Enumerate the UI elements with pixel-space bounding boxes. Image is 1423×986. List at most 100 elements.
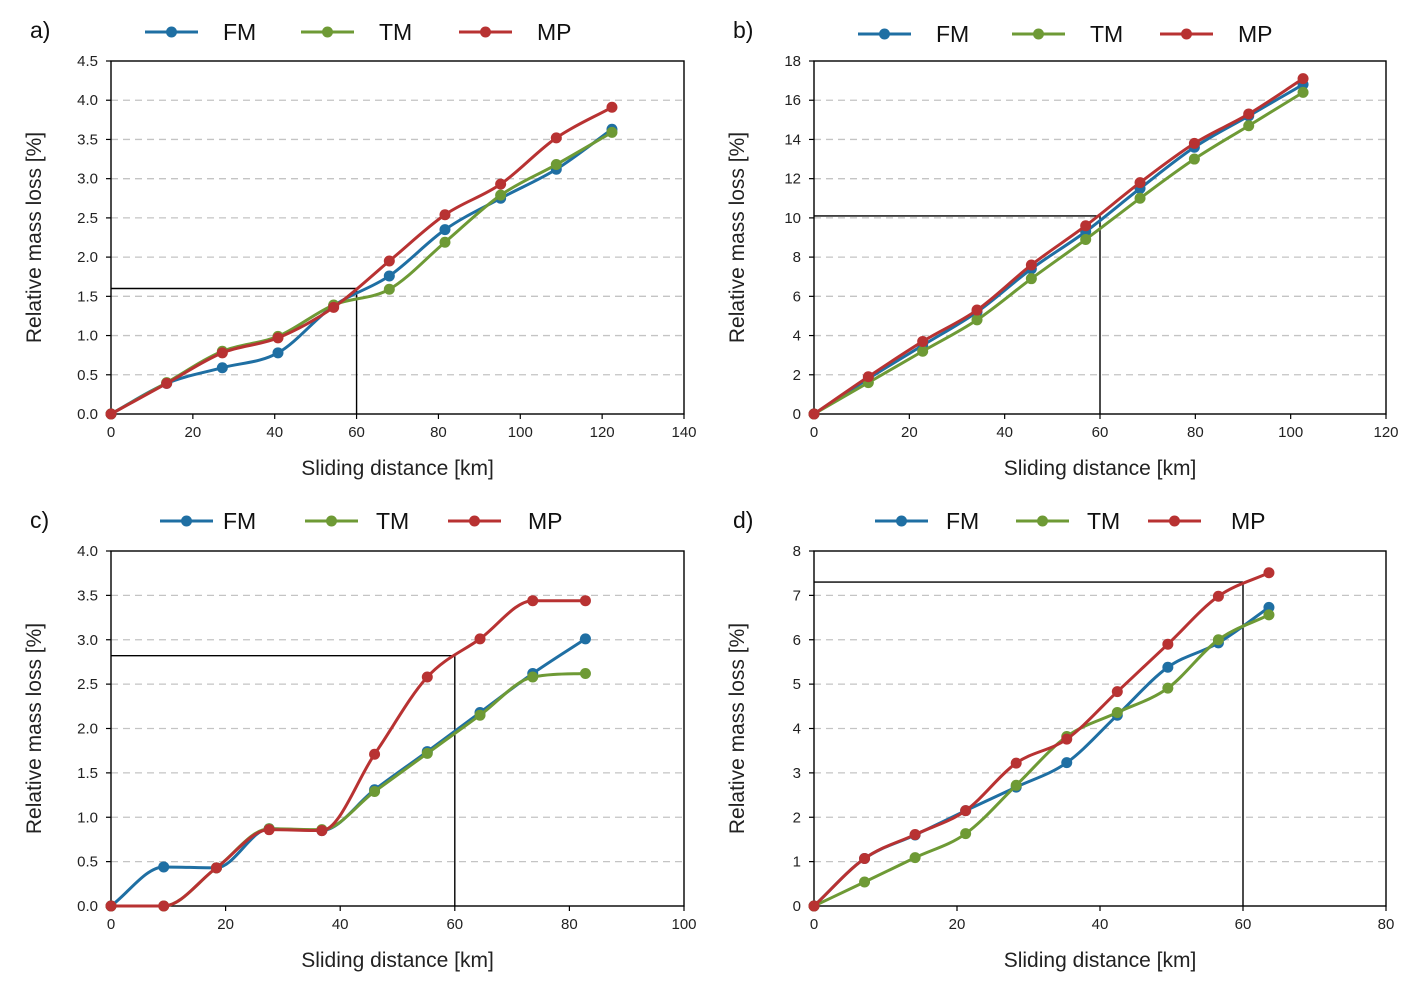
data-point-MP (960, 805, 972, 817)
x-tick-label: 20 (901, 424, 918, 441)
y-tick-label: 8 (793, 249, 801, 266)
data-point-TM (527, 671, 539, 683)
x-tick-label: 40 (1092, 916, 1109, 933)
y-tick-label: 10 (784, 210, 801, 227)
data-point-MP (859, 853, 871, 865)
series-line-TM (812, 613, 1271, 908)
series-line-FM (812, 83, 1305, 416)
series-TM (808, 86, 1309, 420)
x-tick-label: 20 (217, 916, 234, 933)
data-point-MP (1080, 220, 1092, 232)
y-tick-label: 14 (784, 131, 801, 148)
data-point-TM (1297, 86, 1309, 98)
y-tick-label: 6 (793, 288, 801, 305)
data-point-FM (1162, 661, 1174, 673)
x-axis-label: Sliding distance [km] (301, 457, 494, 480)
legend-marker-FM (879, 28, 890, 40)
y-tick-label: 3.5 (77, 587, 98, 604)
legend-label-MP: MP (1231, 508, 1266, 534)
y-tick-label: 7 (793, 587, 801, 604)
data-point-MP (1188, 137, 1200, 149)
data-point-MP (263, 824, 275, 836)
legend-marker-TM (1033, 28, 1044, 40)
data-point-TM (1134, 192, 1146, 204)
legend-label-MP: MP (1238, 21, 1273, 47)
legend: FM TM MP (160, 508, 563, 534)
y-tick-label: 0 (793, 406, 801, 423)
legend: FM TM MP (875, 508, 1266, 534)
data-point-FM (158, 861, 170, 873)
data-point-FM (1263, 601, 1275, 613)
data-point-TM (1212, 634, 1224, 646)
data-point-TM (1263, 609, 1275, 621)
legend-label-TM: TM (1090, 21, 1123, 47)
series-TM (808, 609, 1275, 912)
data-point-MP (1134, 177, 1146, 189)
data-point-TM (859, 876, 871, 888)
data-point-TM (971, 314, 983, 326)
data-point-MP (917, 335, 929, 347)
y-tick-label: 1.0 (77, 809, 98, 826)
data-point-MP (105, 900, 117, 912)
y-tick-label: 4.5 (77, 53, 98, 70)
data-point-MP (808, 408, 820, 420)
y-tick-label: 2.0 (77, 721, 98, 738)
data-point-TM (960, 828, 972, 840)
x-tick-label: 60 (1092, 424, 1109, 441)
data-point-MP (369, 748, 381, 760)
legend-label-TM: TM (376, 508, 409, 534)
x-tick-label: 20 (949, 916, 966, 933)
y-tick-label: 5 (793, 676, 801, 693)
y-tick-label: 4 (793, 721, 801, 738)
data-point-MP (1162, 638, 1174, 650)
data-point-TM (579, 667, 591, 679)
x-tick-label: 40 (266, 424, 283, 441)
data-point-FM (383, 270, 395, 282)
series-line-FM (109, 637, 587, 908)
legend: FM TM MP (145, 19, 572, 45)
legend-marker-TM (326, 515, 337, 527)
legend-marker-TM (1037, 515, 1048, 527)
panel-label: b) (733, 17, 753, 43)
data-point-TM (439, 236, 451, 248)
y-tick-label: 3 (793, 765, 801, 782)
data-point-TM (909, 852, 921, 864)
y-tick-label: 1 (793, 854, 801, 871)
data-point-MP (161, 377, 173, 389)
y-tick-label: 8 (793, 543, 801, 560)
data-point-MP (210, 862, 222, 874)
y-tick-label: 1.5 (77, 288, 98, 305)
x-tick-label: 40 (332, 916, 349, 933)
data-point-TM (369, 786, 381, 798)
data-point-FM (216, 362, 228, 374)
x-tick-label: 20 (185, 424, 202, 441)
panel-label: c) (30, 507, 49, 533)
x-tick-label: 120 (1373, 424, 1398, 441)
data-point-MP (474, 633, 486, 645)
y-tick-label: 2 (793, 809, 801, 826)
y-tick-label: 2.5 (77, 676, 98, 693)
x-tick-label: 0 (810, 916, 818, 933)
x-tick-label: 120 (590, 424, 615, 441)
data-point-MP (216, 347, 228, 359)
series-line-TM (109, 671, 587, 908)
data-point-TM (606, 126, 618, 138)
x-axis-label: Sliding distance [km] (1004, 949, 1197, 972)
data-point-MP (1061, 733, 1073, 745)
y-axis-label: Relative mass loss [%] (726, 623, 749, 834)
x-tick-label: 60 (446, 916, 463, 933)
x-tick-label: 0 (107, 916, 115, 933)
panel-d: 0 20 40 60 80 0 1 2 3 4 5 6 7 8 Sliding distance [km] R… (726, 507, 1394, 972)
x-tick-label: 100 (1278, 424, 1303, 441)
data-point-MP (105, 408, 117, 420)
y-tick-label: 4.0 (77, 543, 98, 560)
y-tick-label: 0 (793, 898, 801, 915)
x-tick-label: 100 (508, 424, 533, 441)
data-point-MP (808, 900, 820, 912)
legend-marker-TM (322, 26, 333, 38)
y-tick-label: 3.0 (77, 632, 98, 649)
series-line-MP (109, 599, 587, 908)
data-point-TM (550, 159, 562, 171)
legend-label-FM: FM (946, 508, 979, 534)
